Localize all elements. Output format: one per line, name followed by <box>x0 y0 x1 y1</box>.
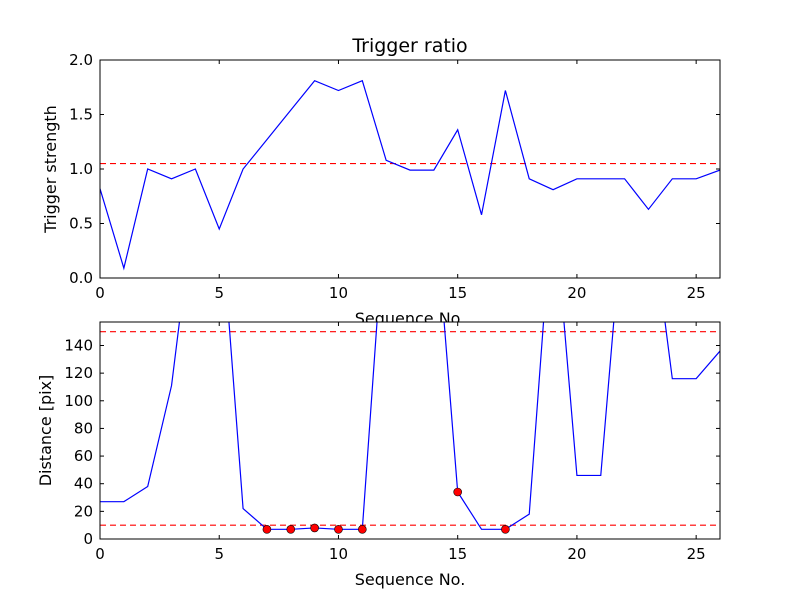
y-tick-label: 80 <box>74 419 93 437</box>
x-tick-label: 20 <box>567 284 586 302</box>
y-tick-label: 1.0 <box>69 160 93 178</box>
data-point-marker <box>286 525 296 534</box>
y-axis-label: Trigger strength <box>41 105 60 234</box>
x-tick-label: 0 <box>95 284 105 302</box>
data-point-marker <box>501 525 510 534</box>
y-tick-label: 2.0 <box>69 51 93 69</box>
x-tick-label: 5 <box>214 545 224 563</box>
y-tick-label: 60 <box>74 447 93 465</box>
data-point-marker <box>262 525 272 534</box>
x-tick-label: 25 <box>687 284 706 302</box>
y-tick-label: 100 <box>64 392 93 410</box>
y-tick-label: 0 <box>83 530 93 548</box>
x-tick-label: 10 <box>329 545 348 563</box>
x-tick-label: 25 <box>687 545 706 563</box>
chart-title: Trigger ratio <box>351 35 467 57</box>
x-tick-label: 20 <box>567 545 586 563</box>
y-tick-label: 40 <box>74 475 93 493</box>
data-point-marker <box>453 487 462 497</box>
y-tick-label: 120 <box>64 364 93 382</box>
distance-chart: 0 5 10 15 20 25 0 20 40 60 80 100 120 140 Sequence No.… <box>36 321 721 589</box>
plot-area <box>100 322 720 539</box>
y-tick-label: 140 <box>64 336 93 354</box>
x-tick-label: 10 <box>329 284 348 302</box>
data-point-marker <box>358 525 367 534</box>
x-tick-label: 5 <box>214 284 224 302</box>
series-line <box>100 79 720 271</box>
data-point-marker <box>310 523 319 533</box>
y-tick-label: 0.0 <box>69 269 93 287</box>
axes-frame <box>99 321 721 540</box>
x-tick-label: 15 <box>448 284 467 302</box>
x-tick-label: 15 <box>448 545 467 563</box>
plot-area <box>100 60 720 278</box>
x-tick-label: 0 <box>95 545 105 563</box>
y-axis-label: Distance [pix] <box>36 375 55 487</box>
y-tick-label: 0.5 <box>69 215 93 233</box>
data-point-marker <box>334 525 343 534</box>
x-axis-label: Sequence No. <box>355 570 466 589</box>
y-tick-label: 20 <box>74 502 93 520</box>
y-tick-label: 1.5 <box>69 106 93 124</box>
